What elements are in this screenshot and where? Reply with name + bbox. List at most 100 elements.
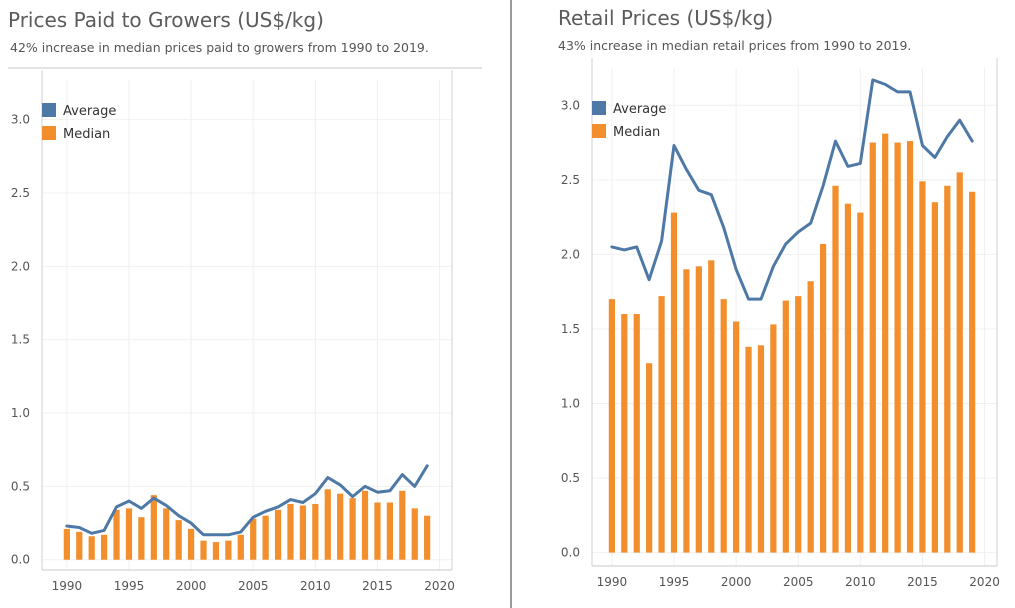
median-bar [745,346,752,553]
median-bar [187,528,195,560]
median-bar [857,212,864,553]
median-bar [770,324,777,553]
y-tick-label: 0.0 [11,553,30,567]
chart-subtitle: 43% increase in median retail prices fro… [558,38,912,53]
median-bar [733,321,740,553]
y-tick-label: 1.0 [561,396,580,410]
chart-subtitle: 42% increase in median prices paid to gr… [10,40,429,55]
median-bar [807,281,814,553]
median-bar [670,212,678,553]
y-tick-label: 3.0 [561,98,580,112]
median-bar [956,172,963,553]
legend-swatch [42,103,56,117]
x-tick-label: 2010 [300,579,331,593]
y-tick-label: 2.0 [561,247,580,261]
x-tick-label: 2015 [362,579,393,593]
median-bar [683,269,690,553]
panel-divider [510,0,512,608]
x-tick-label: 2010 [845,575,876,589]
y-tick-label: 0.0 [561,546,580,560]
x-tick-label: 2005 [783,575,814,589]
legend-label: Median [63,127,110,142]
median-bar [633,314,640,553]
median-bar [931,202,938,553]
x-tick-label: 2020 [969,575,1000,589]
median-bar [237,534,244,560]
median-bar [212,542,220,560]
median-bar [349,498,356,560]
retail-price-chart: 0.0 0.5 1.0 1.5 2.0 2.5 3.0 1990 1995 2000 2005 201… [561,58,1000,589]
y-tick-label: 0.5 [561,471,580,485]
legend-swatch [592,101,606,115]
median-bar [757,345,765,553]
median-bar [101,534,108,560]
median-bar [150,495,157,560]
median-bar [894,142,901,553]
median-bar [262,515,269,560]
median-bar [646,363,653,553]
median-bar [882,133,889,553]
x-tick-labels: 1990 1995 2000 2005 2010 2015 2020 [52,579,455,593]
y-tick-label: 1.0 [11,406,30,420]
median-bar [337,493,344,560]
median-bar [819,243,827,553]
median-bars [63,489,431,560]
median-bar [399,490,406,560]
median-bar [695,266,702,553]
y-tick-labels: 0.0 0.5 1.0 1.5 2.0 2.5 3.0 [561,98,580,559]
median-bar [312,503,319,560]
y-tick-label: 2.5 [11,186,30,200]
median-bar [250,518,257,560]
median-bar [374,502,381,560]
y-tick-label: 2.0 [11,259,30,273]
median-bar [361,490,369,560]
median-bars [608,133,976,553]
legend-swatch [592,124,606,138]
median-bar [424,515,431,560]
median-bar [76,531,83,560]
x-tick-label: 2020 [424,579,455,593]
median-bar [274,509,282,560]
y-tick-label: 1.5 [561,322,580,336]
median-bar [832,185,839,553]
retail-price-panel: Retail Prices (US$/kg) 43% increase in m… [512,0,1015,608]
median-bar [113,509,120,560]
median-bar [621,314,628,553]
median-bar [287,503,294,560]
median-bar [869,142,876,553]
y-tick-label: 0.5 [11,479,30,493]
x-tick-label: 2015 [907,575,938,589]
median-bar [919,181,926,553]
x-tick-labels: 1990 1995 2000 2005 2010 2015 2020 [597,575,1000,589]
median-bar [944,185,951,553]
median-bar [125,508,133,560]
x-tick-label: 2000 [176,579,207,593]
median-bar [200,540,207,560]
x-tick-label: 1990 [597,575,628,589]
x-tick-label: 2005 [238,579,269,593]
median-bar [795,296,802,553]
legend-swatch [42,126,56,140]
median-bar [720,299,727,553]
median-bar [386,502,393,560]
legend-label: Average [63,104,116,119]
chart-title: Prices Paid to Growers (US$/kg) [8,8,324,32]
median-bar [969,191,976,553]
legend-label: Median [613,125,660,140]
median-bar [906,141,914,553]
median-bar [138,517,145,560]
y-tick-labels: 0.0 0.5 1.0 1.5 2.0 2.5 3.0 [11,113,30,567]
median-bar [608,299,615,553]
median-bar [411,508,418,560]
median-bar [163,508,170,560]
median-bar [63,528,70,560]
median-bar [175,520,182,560]
median-bar [324,489,331,560]
x-tick-label: 1995 [114,579,145,593]
x-tick-label: 1995 [659,575,690,589]
x-tick-label: 1990 [52,579,83,593]
median-bar [225,540,232,560]
y-tick-label: 2.5 [561,173,580,187]
legend: Average Median [42,103,116,142]
y-tick-label: 3.0 [11,113,30,127]
